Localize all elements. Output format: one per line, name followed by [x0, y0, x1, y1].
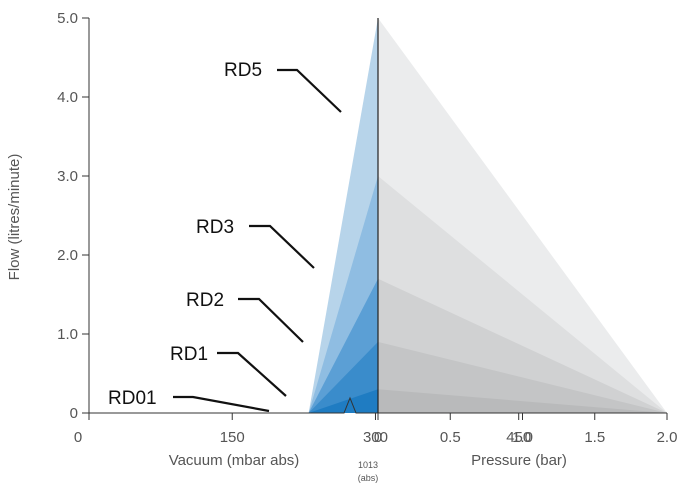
vacuum-axis-label: Vacuum (mbar abs) — [169, 452, 300, 469]
vacuum-tick-label: 150 — [220, 429, 245, 446]
series-label-rd5: RD5 — [224, 60, 262, 81]
pressure-tick-label: 1.0 — [512, 429, 533, 446]
leader-line-rd1 — [217, 351, 287, 397]
y-axis-label: Flow (litres/minute) — [6, 154, 23, 281]
x-axis-line — [89, 396, 667, 414]
series-labels: RD5 RD3 RD2 RD1 RD01 — [108, 60, 342, 413]
series-label-rd3: RD3 — [196, 217, 234, 238]
y-tick-label: 1.0 — [57, 326, 78, 343]
series-label-rd01: RD01 — [108, 388, 157, 409]
y-tick-label: 4.0 — [57, 89, 78, 106]
vacuum-region-rd01 — [308, 389, 378, 413]
vacuum-tick-label: 450 — [506, 429, 531, 446]
pressure-tick-label: 0 — [374, 429, 382, 446]
pressure-tick-label: 0.5 — [440, 429, 461, 446]
pressure-axis-label: Pressure (bar) — [471, 452, 567, 469]
pressure-tick-label: 1.5 — [584, 429, 605, 446]
y-tick-label: 3.0 — [57, 168, 78, 185]
series-label-rd2: RD2 — [186, 290, 224, 311]
y-tick-label: 2.0 — [57, 247, 78, 264]
atmospheric-value: 1013 — [358, 460, 378, 470]
vacuum-tick-label: 300 — [363, 429, 388, 446]
pressure-region-rd01 — [378, 389, 667, 413]
leader-line-rd5 — [277, 68, 342, 113]
vacuum-tick-label: 0 — [74, 429, 82, 446]
y-tick-label: 5.0 — [57, 10, 78, 27]
pressure-tick-label: 2.0 — [657, 429, 678, 446]
atmospheric-unit: (abs) — [358, 473, 379, 483]
series-label-rd1: RD1 — [170, 344, 208, 365]
y-tick-label: 0 — [70, 405, 78, 422]
leader-line-rd2 — [238, 297, 304, 343]
leader-line-rd01 — [173, 395, 270, 413]
leader-line-rd3 — [249, 224, 315, 269]
chart-axes: 0 1.0 2.0 3.0 4.0 5.0 0 150 300 450 0 0.5 1.0 1.5 2.0 — [57, 10, 677, 446]
flow-regions — [308, 18, 667, 413]
